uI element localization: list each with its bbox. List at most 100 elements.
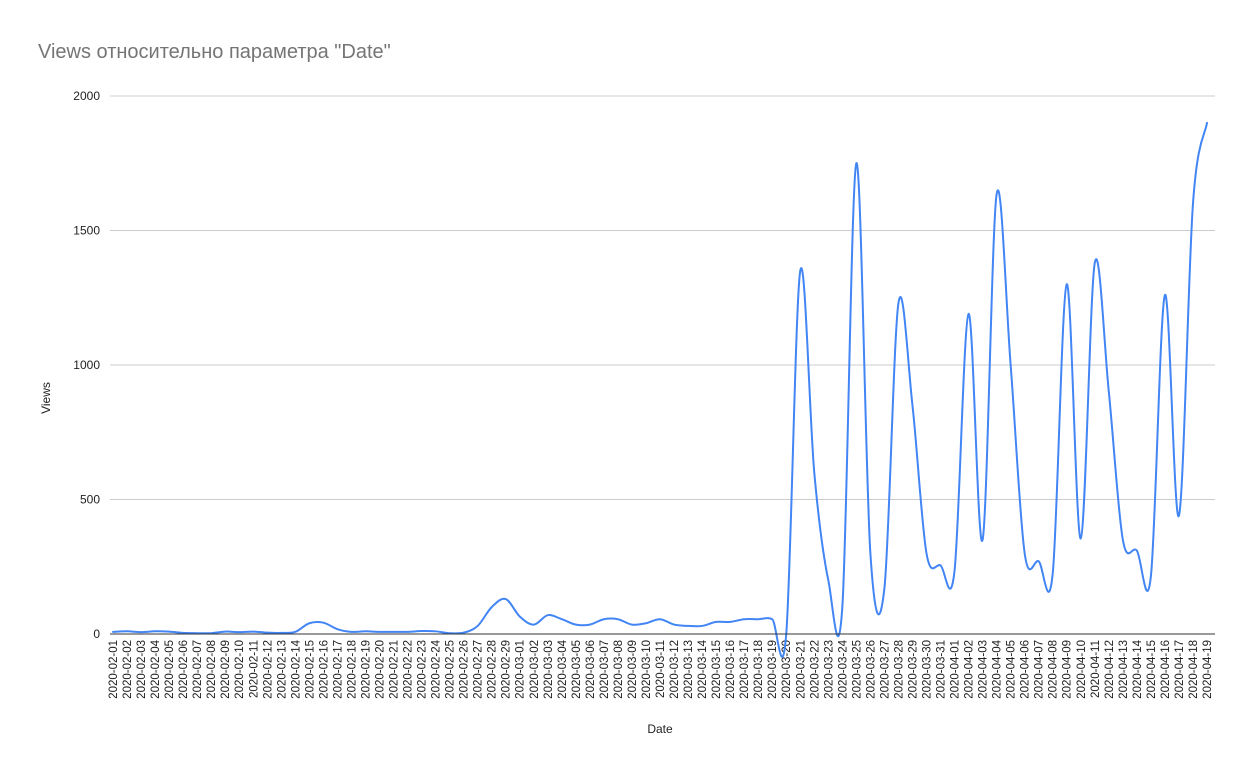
data-point — [111, 630, 115, 634]
data-point — [518, 615, 522, 619]
x-tick-label: 2020-02-27 — [473, 640, 485, 699]
x-tick-label: 2020-04-15 — [1146, 640, 1158, 699]
x-tick-label: 2020-03-10 — [641, 640, 653, 699]
data-point — [826, 578, 830, 582]
x-tick-label: 2020-03-08 — [613, 640, 625, 699]
data-point — [798, 269, 802, 273]
gridlines — [110, 95, 1215, 500]
data-point — [377, 630, 381, 634]
data-point — [349, 630, 353, 634]
x-tick-label: 2020-04-05 — [1006, 640, 1018, 699]
data-point — [686, 624, 690, 628]
x-tick-label: 2020-03-22 — [809, 640, 821, 699]
x-axis-title: Date — [647, 722, 673, 736]
data-point — [1009, 363, 1013, 367]
y-axis-title: Views — [39, 382, 53, 414]
data-point — [714, 620, 718, 624]
x-tick-label: 2020-03-20 — [781, 640, 793, 699]
x-tick-label: 2020-03-06 — [585, 640, 597, 699]
data-point — [448, 631, 452, 635]
x-tick-label: 2020-04-06 — [1020, 640, 1032, 699]
x-tick-label: 2020-02-28 — [487, 640, 499, 699]
x-tick-label: 2020-03-31 — [936, 640, 948, 699]
x-tick-label: 2020-04-18 — [1188, 640, 1200, 699]
data-point — [546, 613, 550, 617]
data-point — [939, 563, 943, 567]
x-tick-label: 2020-03-28 — [893, 640, 905, 699]
x-tick-label: 2020-03-29 — [907, 640, 919, 699]
data-point — [223, 630, 227, 634]
x-tick-label: 2020-02-18 — [346, 640, 358, 699]
data-point — [251, 630, 255, 634]
data-point — [1023, 551, 1027, 555]
data-point — [756, 617, 760, 621]
data-point — [602, 617, 606, 621]
data-point — [1051, 571, 1055, 575]
x-tick-label: 2020-03-30 — [921, 640, 933, 699]
x-tick-label: 2020-03-03 — [543, 640, 555, 699]
x-tick-label: 2020-02-05 — [164, 640, 176, 699]
x-tick-label: 2020-04-14 — [1132, 639, 1144, 698]
x-tick-label: 2020-02-06 — [178, 640, 190, 699]
y-tick-label: 500 — [80, 493, 100, 507]
x-tick-label: 2020-02-15 — [304, 640, 316, 699]
data-point — [882, 586, 886, 590]
data-point — [406, 630, 410, 634]
data-point — [770, 617, 774, 621]
data-point — [321, 621, 325, 625]
chart-title: Views относительно параметра "Date" — [38, 41, 391, 63]
data-point — [981, 538, 985, 542]
x-tick-label: 2020-03-24 — [837, 639, 849, 698]
x-tick-label: 2020-03-04 — [557, 639, 569, 698]
x-tick-label: 2020-03-23 — [823, 640, 835, 699]
x-tick-label: 2020-02-19 — [360, 640, 372, 699]
data-point — [125, 629, 129, 633]
data-point — [854, 161, 858, 165]
data-point — [153, 629, 157, 633]
data-point — [616, 617, 620, 621]
data-point — [924, 551, 928, 555]
x-tick-label: 2020-02-09 — [220, 640, 232, 699]
data-point — [532, 623, 536, 627]
data-point — [995, 192, 999, 196]
series-layer — [111, 121, 1209, 658]
data-point — [1065, 282, 1069, 286]
data-point — [896, 301, 900, 305]
data-point — [476, 624, 480, 628]
y-tick-label: 1000 — [73, 358, 100, 372]
data-point — [700, 624, 704, 628]
x-tick-label: 2020-03-01 — [515, 640, 527, 699]
data-point — [1149, 574, 1153, 578]
data-point — [644, 621, 648, 625]
data-point — [1135, 549, 1139, 553]
data-point — [209, 631, 213, 635]
x-tick-label: 2020-02-21 — [389, 640, 401, 699]
y-tick-label: 1500 — [73, 224, 100, 238]
x-tick-label: 2020-04-01 — [950, 640, 962, 699]
data-point — [1079, 537, 1083, 541]
x-tick-label: 2020-02-14 — [290, 639, 302, 698]
data-point — [742, 617, 746, 621]
x-tick-label: 2020-03-09 — [627, 640, 639, 699]
x-tick-label: 2020-03-12 — [669, 640, 681, 699]
x-tick-label: 2020-04-16 — [1160, 640, 1172, 699]
x-tick-label: 2020-04-17 — [1174, 640, 1186, 699]
x-tick-label: 2020-02-02 — [122, 640, 134, 699]
x-tick-label: 2020-04-02 — [964, 640, 976, 699]
data-point — [630, 623, 634, 627]
data-point — [1191, 202, 1195, 206]
x-tick-label: 2020-02-29 — [501, 640, 513, 699]
x-tick-label: 2020-03-19 — [767, 640, 779, 699]
x-tick-label: 2020-04-12 — [1104, 640, 1116, 699]
data-point — [434, 629, 438, 633]
data-point — [910, 403, 914, 407]
x-tick-label: 2020-02-17 — [332, 640, 344, 699]
x-tick-label: 2020-04-07 — [1034, 640, 1046, 699]
data-point — [728, 620, 732, 624]
x-tick-label: 2020-04-09 — [1062, 640, 1074, 699]
x-tick-label: 2020-03-02 — [529, 640, 541, 699]
data-point — [1205, 121, 1209, 125]
y-axis-ticks: 0 500 1000 1500 2000 — [73, 89, 100, 641]
y-tick-label: 0 — [93, 627, 100, 641]
x-tick-label: 2020-02-03 — [136, 640, 148, 699]
